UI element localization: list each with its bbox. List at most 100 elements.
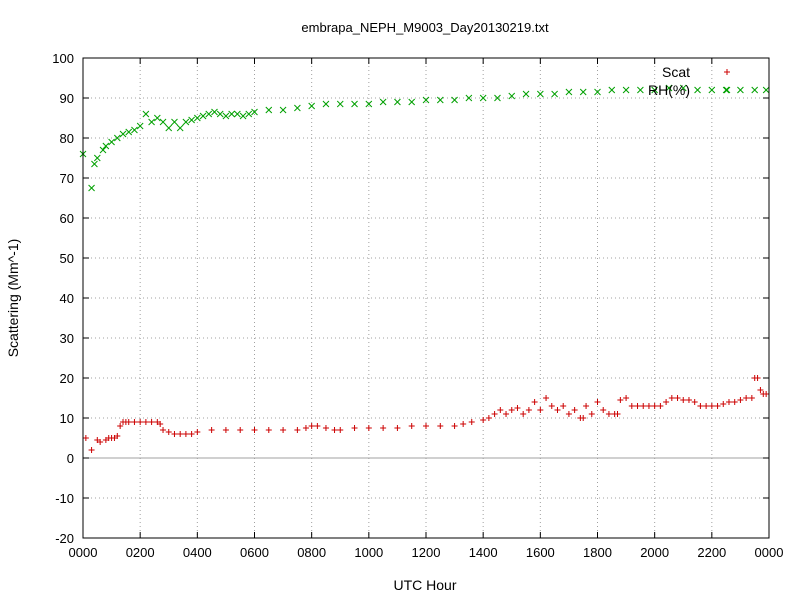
x-tick-label: 1800 (583, 545, 612, 560)
data-point (251, 427, 258, 433)
data-point (265, 106, 273, 114)
x-tick-label: 0400 (183, 545, 212, 560)
data-point (216, 110, 224, 118)
data-point (408, 98, 416, 106)
data-point (125, 128, 133, 136)
x-tick-label: 0800 (297, 545, 326, 560)
data-point (228, 110, 235, 118)
data-point (508, 407, 515, 413)
data-point (136, 122, 144, 130)
data-point (117, 423, 124, 429)
data-point (525, 407, 532, 413)
data-point (494, 94, 501, 102)
data-point (182, 431, 189, 437)
data-point (594, 399, 601, 405)
data-point (380, 425, 387, 431)
data-point (171, 431, 178, 437)
data-point (222, 427, 229, 433)
data-point (536, 90, 544, 98)
data-point (137, 419, 144, 425)
data-point (651, 403, 658, 409)
data-point (308, 423, 315, 429)
data-point (579, 88, 587, 96)
data-point (551, 90, 558, 98)
data-point (748, 395, 755, 401)
data-point (674, 395, 681, 401)
data-point (99, 146, 107, 154)
data-point (497, 407, 504, 413)
data-point (194, 429, 201, 435)
data-point (763, 391, 770, 397)
data-point (600, 407, 607, 413)
data-point (160, 427, 167, 433)
data-point (239, 112, 247, 120)
y-tick-label: 50 (60, 251, 74, 266)
data-point (82, 435, 89, 441)
data-point (617, 397, 624, 403)
x-tick-label: 1000 (354, 545, 383, 560)
data-point (637, 86, 644, 94)
data-point (531, 399, 538, 405)
data-point (679, 84, 687, 92)
legend-marker (723, 86, 731, 94)
data-point (88, 447, 95, 453)
data-point (560, 403, 567, 409)
data-point (423, 423, 429, 429)
y-tick-label: -10 (55, 491, 74, 506)
y-tick-label: -20 (55, 531, 74, 546)
data-point (743, 395, 750, 401)
data-point (437, 423, 444, 429)
data-point (623, 395, 630, 401)
data-point (614, 411, 621, 417)
data-point (148, 419, 155, 425)
data-point (697, 403, 704, 409)
data-point (737, 397, 744, 403)
data-point (680, 397, 687, 403)
x-tick-label: 2000 (640, 545, 669, 560)
x-tick-label: 1400 (469, 545, 498, 560)
data-point (451, 423, 458, 429)
data-point (102, 142, 110, 150)
data-point (685, 397, 692, 403)
data-point (165, 124, 173, 132)
data-point (663, 399, 670, 405)
data-point (537, 407, 544, 413)
y-tick-label: 70 (60, 171, 74, 186)
data-point (640, 403, 647, 409)
data-point (265, 427, 272, 433)
legend-marker (724, 69, 730, 75)
data-point (131, 126, 138, 134)
data-point (159, 118, 167, 126)
data-point (148, 118, 155, 126)
data-point (565, 88, 573, 96)
data-point (408, 423, 415, 429)
data-point (351, 100, 358, 108)
data-point (451, 96, 458, 104)
data-point (208, 427, 215, 433)
data-point (237, 427, 244, 433)
series-scat (82, 375, 770, 453)
data-point (294, 104, 301, 112)
data-point (153, 114, 161, 122)
data-point (93, 154, 101, 162)
y-tick-label: 90 (60, 91, 74, 106)
data-point (751, 86, 759, 94)
y-tick-label: 60 (60, 211, 74, 226)
x-tick-label: 1600 (526, 545, 555, 560)
data-point (479, 94, 487, 102)
data-point (583, 403, 590, 409)
data-point (108, 138, 115, 146)
data-point (485, 415, 492, 421)
data-point (465, 94, 473, 102)
tick-labels: 0000 0200 0400 0600 0800 1000 1200 1400 1600 1800… (52, 51, 783, 560)
x-axis-label: UTC Hour (393, 577, 456, 593)
data-point (302, 425, 309, 431)
data-point (565, 411, 572, 417)
y-tick-label: 30 (60, 331, 74, 346)
data-point (480, 417, 487, 423)
data-point (645, 403, 652, 409)
data-point (691, 399, 698, 405)
data-point (720, 401, 727, 407)
data-point (171, 118, 178, 126)
data-point (731, 399, 738, 405)
